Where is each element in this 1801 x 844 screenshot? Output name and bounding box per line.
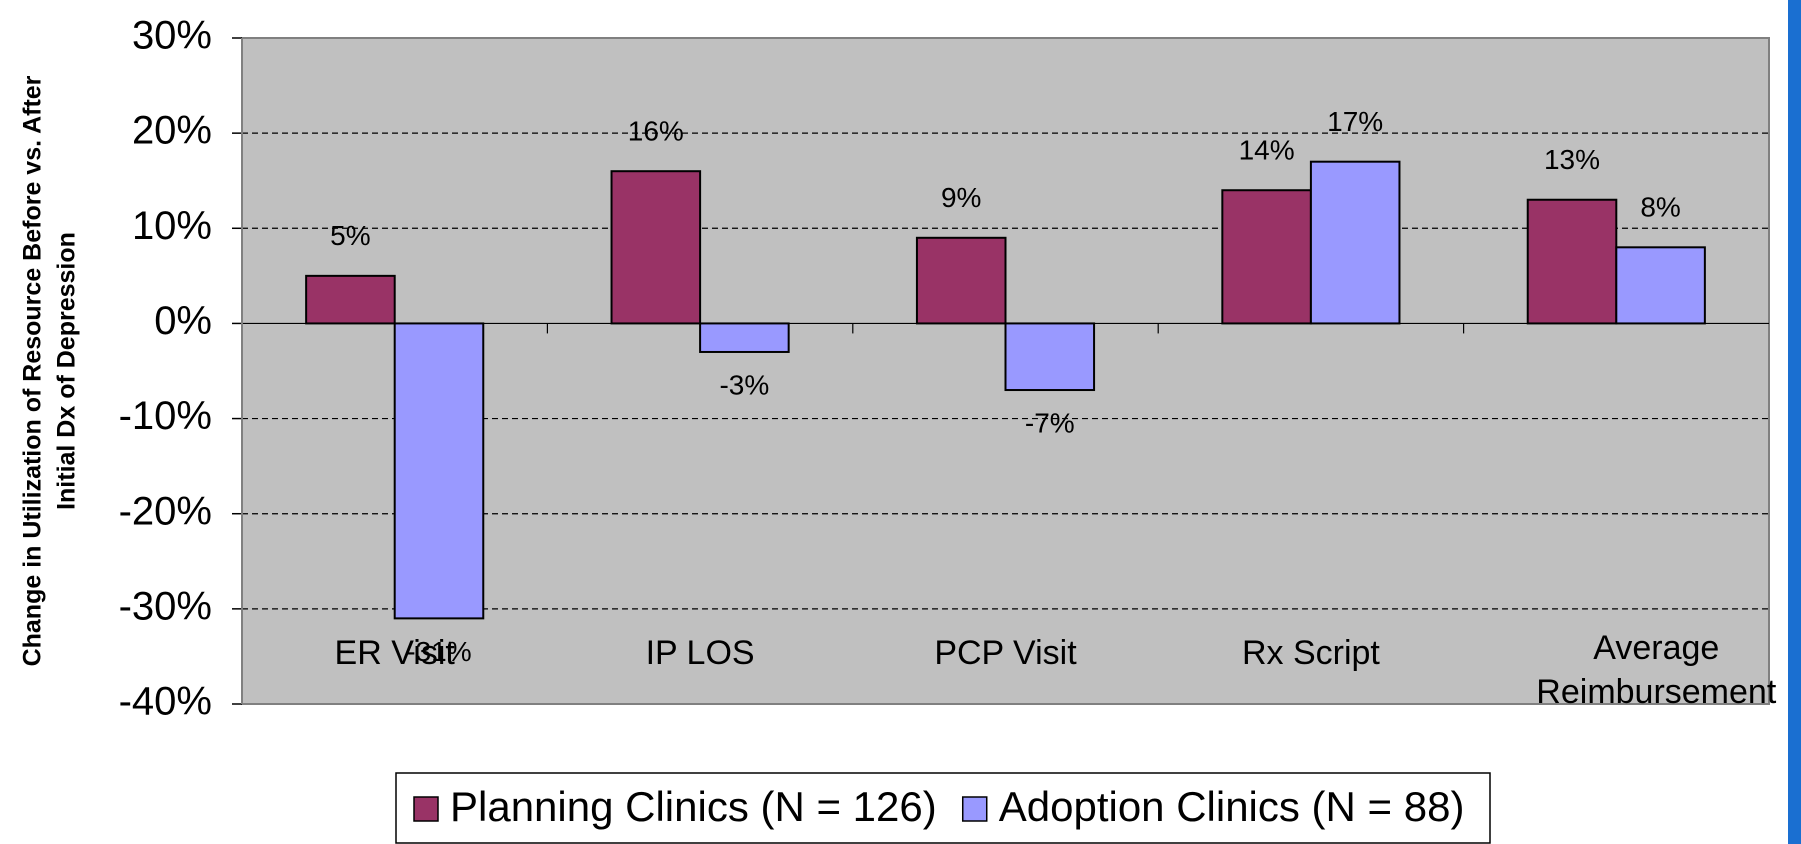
y-axis-title: Change in Utilization of Resource Before… bbox=[19, 75, 47, 666]
value-label: 13% bbox=[1544, 144, 1600, 175]
legend-label: Planning Clinics (N = 126) bbox=[450, 783, 937, 830]
value-label: 14% bbox=[1239, 135, 1295, 166]
value-label: 16% bbox=[628, 116, 684, 147]
bar bbox=[1004, 322, 1096, 392]
value-label: 17% bbox=[1327, 106, 1383, 137]
bar bbox=[699, 322, 790, 353]
value-label: -7% bbox=[1025, 407, 1075, 438]
legend-label: Adoption Clinics (N = 88) bbox=[999, 783, 1465, 830]
value-label: 5% bbox=[330, 220, 370, 251]
bar bbox=[1309, 160, 1401, 325]
bar bbox=[1615, 246, 1706, 325]
value-label: -3% bbox=[719, 369, 769, 400]
bar bbox=[305, 274, 396, 325]
legend-swatch bbox=[961, 796, 988, 822]
y-tick-label: 10% bbox=[132, 204, 212, 248]
y-tick-label: -40% bbox=[119, 680, 212, 724]
edge-strip bbox=[1788, 0, 1801, 844]
bar bbox=[393, 322, 485, 620]
bar bbox=[1526, 198, 1618, 325]
x-tick-label: ER Visit bbox=[335, 634, 456, 672]
bar bbox=[915, 236, 1007, 325]
bar bbox=[610, 170, 702, 325]
value-label: -31% bbox=[406, 636, 471, 667]
x-tick-label: IP LOS bbox=[646, 634, 755, 672]
y-tick-label: 20% bbox=[132, 109, 212, 153]
legend bbox=[395, 772, 1491, 844]
bar bbox=[1221, 189, 1312, 325]
y-tick-label: -10% bbox=[119, 394, 212, 438]
legend-swatch bbox=[413, 796, 439, 822]
x-tick-label: Average Reimbursement bbox=[1536, 629, 1777, 711]
x-tick-label: PCP Visit bbox=[934, 634, 1077, 672]
value-label: 8% bbox=[1640, 192, 1680, 223]
value-label: 9% bbox=[941, 182, 981, 213]
y-tick-label: 0% bbox=[154, 299, 212, 343]
x-tick-label: Rx Script bbox=[1242, 634, 1380, 672]
y-tick-label: 30% bbox=[132, 14, 212, 58]
y-axis-title: Initial Dx of Depression bbox=[53, 232, 81, 510]
y-tick-label: -20% bbox=[119, 489, 212, 533]
y-tick-label: -30% bbox=[119, 584, 212, 628]
